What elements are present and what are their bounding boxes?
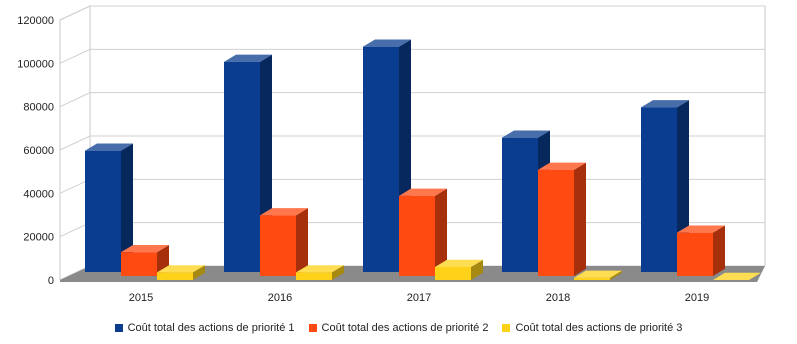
bar — [641, 100, 689, 272]
y-tick-label: 60000 — [23, 145, 54, 157]
bar — [677, 225, 725, 276]
legend-label: Coût total des actions de priorité 1 — [127, 322, 295, 334]
x-tick-label: 2017 — [407, 292, 431, 304]
y-tick-label: 100000 — [17, 58, 54, 70]
x-tick-label: 2018 — [546, 292, 570, 304]
bar — [260, 208, 308, 276]
legend-swatch — [502, 324, 511, 332]
y-tick-label: 80000 — [23, 102, 54, 114]
legend-label: Coût total des actions de priorité 2 — [321, 322, 489, 334]
bar — [157, 265, 205, 280]
y-axis-ticks: 0 20000 40000 60000 80000 100000 120000 — [17, 15, 54, 287]
chart-legend: Coût total des actions de priorité 1 Coût… — [0, 322, 797, 334]
bar — [574, 270, 622, 280]
bar — [538, 162, 586, 276]
gridline — [59, 48, 765, 64]
gridline — [59, 92, 765, 108]
bar — [399, 188, 447, 276]
y-tick-label: 0 — [48, 275, 54, 287]
x-tick-label: 2015 — [129, 292, 153, 304]
x-axis-ticks: 2015 2016 2017 2018 2019 — [129, 292, 709, 304]
y-tick-label: 20000 — [23, 232, 54, 244]
x-tick-label: 2016 — [268, 292, 292, 304]
gridline — [59, 5, 765, 21]
chart-bars — [85, 39, 761, 280]
bar — [435, 259, 483, 280]
legend-swatch — [114, 324, 123, 332]
bar — [85, 143, 133, 272]
y-tick-label: 120000 — [17, 15, 54, 27]
bar — [296, 265, 344, 280]
legend-item: Coût total des actions de priorité 3 — [502, 322, 682, 334]
bar — [713, 272, 761, 280]
legend-item: Coût total des actions de priorité 1 — [114, 322, 295, 334]
legend-label: Coût total des actions de priorité 3 — [515, 322, 683, 334]
legend-swatch — [308, 324, 317, 332]
x-tick-label: 2019 — [685, 292, 709, 304]
legend-item: Coût total des actions de priorité 2 — [308, 322, 489, 334]
y-tick-label: 40000 — [23, 188, 54, 200]
